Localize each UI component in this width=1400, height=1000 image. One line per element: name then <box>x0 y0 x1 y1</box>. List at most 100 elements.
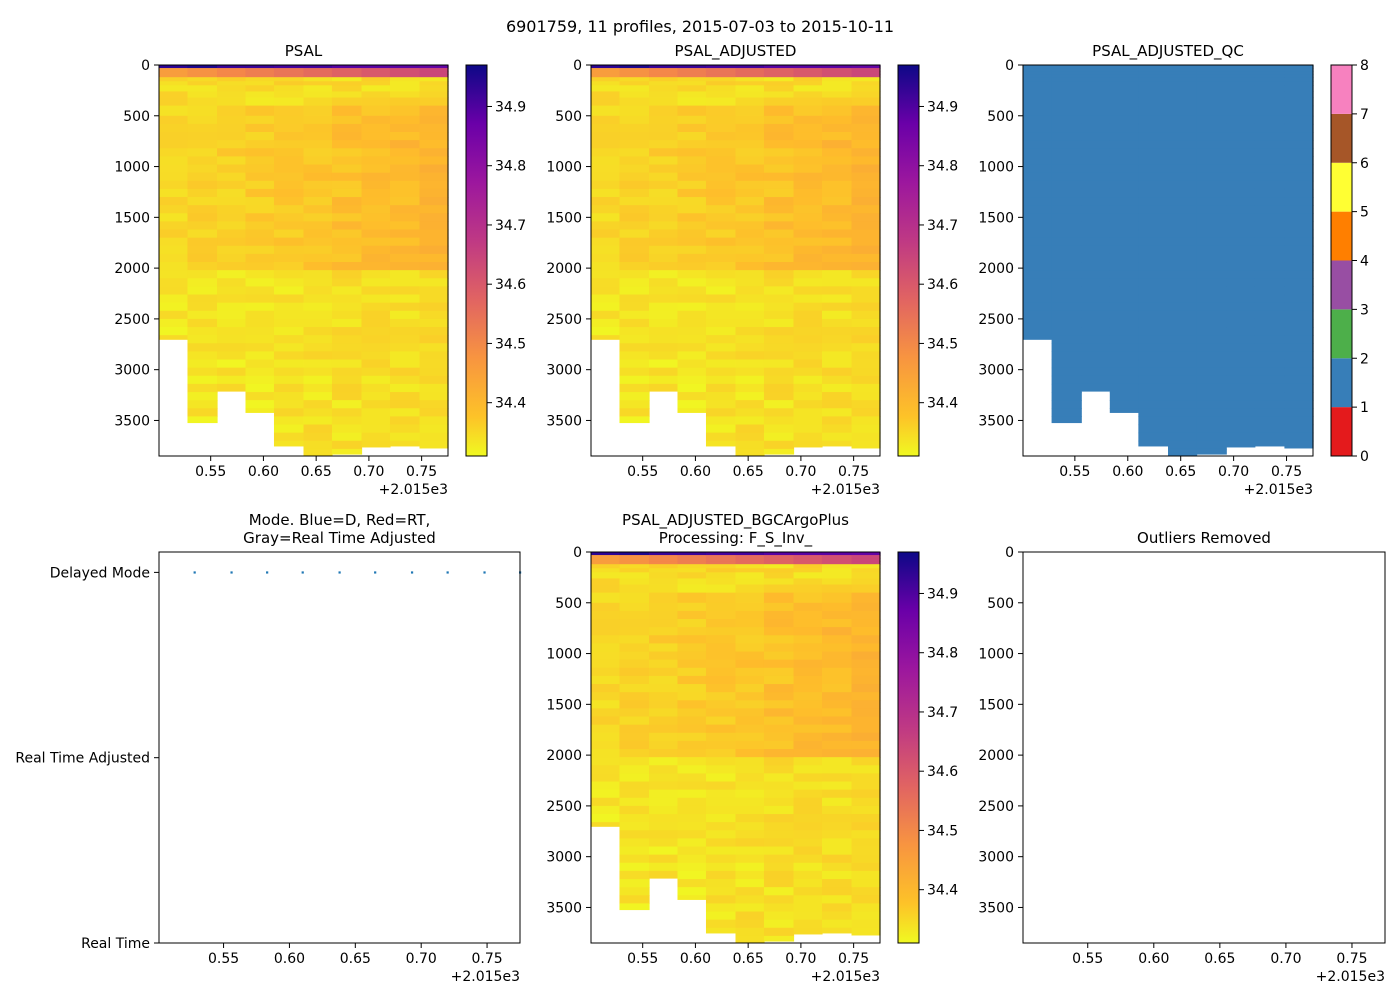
heatmap-cell <box>331 294 363 304</box>
heatmap-cell <box>1023 278 1053 287</box>
heatmap-cell <box>419 71 449 75</box>
heatmap-cell <box>245 367 275 377</box>
heatmap-cell <box>705 294 737 304</box>
heatmap-cell <box>1168 302 1198 312</box>
panel-psal_adjusted_qc: PSAL_ADJUSTED_QC0.55 0.60 0.65 0.70 0.75+2.0… <box>978 42 1369 498</box>
heatmap-cell <box>245 77 275 82</box>
heatmap-cell <box>591 708 621 718</box>
heatmap-cell <box>1226 164 1256 174</box>
heatmap-cell <box>851 81 881 86</box>
heatmap-cell <box>735 424 765 434</box>
heatmap-cell <box>1051 188 1082 198</box>
heatmap-cell <box>705 765 737 774</box>
heatmap-cell <box>389 140 421 149</box>
heatmap-cell <box>705 383 737 393</box>
heatmap-cell <box>187 65 218 68</box>
heatmap-cell <box>677 757 707 766</box>
heatmap-cell <box>303 310 333 320</box>
heatmap-cell <box>649 262 679 271</box>
heatmap-cell <box>705 564 737 569</box>
heatmap-cell <box>821 432 853 442</box>
heatmap-cell <box>677 213 707 222</box>
heatmap-cell <box>591 584 621 594</box>
heatmap-cell <box>851 302 881 312</box>
heatmap-cell <box>1226 375 1256 385</box>
heatmap-cell <box>1284 91 1314 99</box>
heatmap-cell <box>361 105 391 117</box>
heatmap-cell <box>303 262 333 271</box>
heatmap-cell <box>187 318 218 328</box>
heatmap-cell <box>273 205 305 214</box>
heatmap-cell <box>649 140 679 149</box>
heatmap-cell <box>649 773 679 783</box>
heatmap-cell <box>187 132 218 141</box>
heatmap-cell <box>763 262 795 271</box>
heatmap-cell <box>649 172 679 182</box>
heatmap-cell <box>821 97 853 107</box>
heatmap-cell <box>763 302 795 312</box>
heatmap-cell <box>649 375 679 385</box>
heatmap-cell <box>361 123 391 133</box>
heatmap-cell <box>187 375 218 385</box>
heatmap-cell <box>763 870 795 880</box>
heatmap-cell <box>763 700 795 709</box>
heatmap-cell <box>1284 237 1314 247</box>
heatmap-cell <box>649 561 679 565</box>
x-tick-label: 0.55 <box>195 464 226 480</box>
scatter-point <box>338 571 341 574</box>
heatmap-cell <box>1226 367 1256 377</box>
heatmap-cell <box>1051 383 1082 393</box>
heatmap-cell <box>619 838 650 848</box>
heatmap-cell <box>649 724 679 734</box>
heatmap-cell <box>677 172 707 182</box>
heatmap-cell <box>763 757 795 766</box>
heatmap-cell <box>1138 221 1169 231</box>
heatmap-cell <box>619 66 650 69</box>
y-tick-label: 500 <box>123 109 150 125</box>
heatmap-cell <box>1226 302 1256 312</box>
heatmap-cell <box>419 408 449 417</box>
heatmap-cell <box>1254 164 1286 174</box>
heatmap-cell <box>619 887 650 896</box>
heatmap-cell <box>361 65 391 68</box>
heatmap-cell <box>649 81 679 86</box>
heatmap-cell <box>763 375 795 385</box>
heatmap-cell <box>361 91 391 99</box>
heatmap-cell <box>619 327 650 336</box>
heatmap-cell <box>705 197 737 206</box>
heatmap-cell <box>705 253 737 263</box>
heatmap-cell <box>793 619 823 628</box>
colorbar-segment <box>1331 407 1352 456</box>
heatmap-cell <box>851 237 881 247</box>
colorbar-tick-label: 34.7 <box>927 705 958 721</box>
heatmap-cell <box>419 66 449 69</box>
heatmap-cell <box>1284 375 1314 385</box>
heatmap-cell <box>851 115 881 125</box>
y-tick-label: 2000 <box>978 261 1014 277</box>
heatmap-cell <box>245 278 275 287</box>
heatmap-cell <box>245 74 275 78</box>
heatmap-cell <box>1168 156 1198 166</box>
x-tick-label: 0.55 <box>627 951 658 967</box>
heatmap-cell <box>619 578 650 586</box>
y-tick-label: 0 <box>1005 545 1014 561</box>
scatter-point <box>230 571 233 574</box>
heatmap-cell <box>677 692 707 701</box>
heatmap-cell <box>677 572 707 579</box>
heatmap-cell <box>821 789 853 799</box>
heatmap-cell <box>763 424 795 434</box>
heatmap-cell <box>735 789 765 799</box>
heatmap-cell <box>821 627 853 636</box>
heatmap-cell <box>619 870 650 880</box>
heatmap-cell <box>1138 164 1169 174</box>
heatmap-cell <box>619 781 650 791</box>
heatmap-cell <box>361 77 391 82</box>
heatmap-cell <box>389 327 421 336</box>
heatmap-cell <box>649 862 679 872</box>
heatmap-cell <box>793 692 823 701</box>
heatmap-cell <box>419 74 449 78</box>
heatmap-cell <box>217 105 247 117</box>
x-tick-label: 0.55 <box>1059 464 1090 480</box>
heatmap-cell <box>591 140 621 149</box>
heatmap-cell <box>793 424 823 434</box>
